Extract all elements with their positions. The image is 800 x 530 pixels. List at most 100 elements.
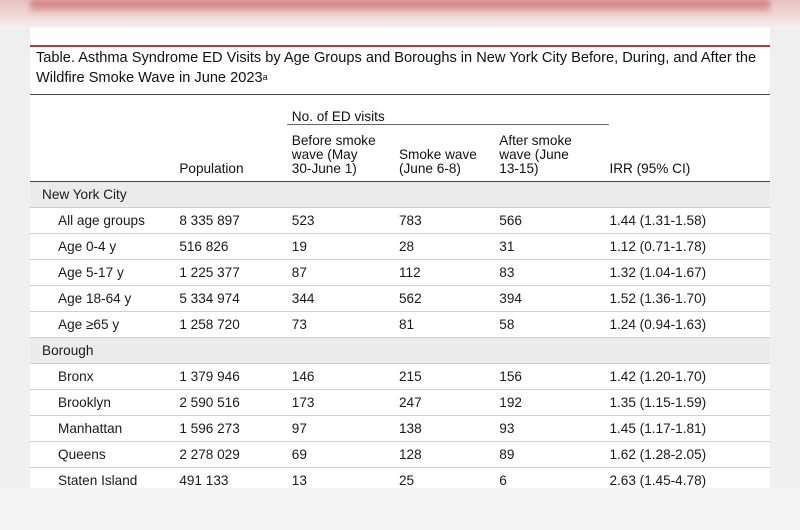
cell-before: 146 [291,369,315,384]
header-population: Population [179,161,244,176]
header-during-line: (June 6-8) [398,161,461,176]
cell-irr: 1.52 (1.36-1.70) [609,291,707,306]
cell-irr: 1.32 (1.04-1.67) [609,265,707,280]
table-row: Age 18-64 y 5 334 974 344 562 394 1.52 (… [30,286,770,312]
caption-footnote-mark: a [262,72,268,82]
row-label: Brooklyn [58,395,111,410]
cell-during: 28 [398,239,415,254]
cell-population: 5 334 974 [179,291,240,306]
cell-irr: 1.12 (0.71-1.78) [609,239,707,254]
section-row: New York City [30,181,770,208]
cell-during: 215 [398,369,422,384]
cell-during: 783 [398,213,422,228]
table-row: Age 5-17 y 1 225 377 87 112 83 1.32 (1.0… [30,260,770,286]
banner-strip [30,0,770,12]
cell-irr: 1.44 (1.31-1.58) [609,213,707,228]
header-label-column [30,125,179,182]
caption-rule [30,45,770,47]
table-container: No. of ED visits Population Before smoke… [30,94,770,494]
cell-during: 138 [398,421,422,436]
row-label: Manhattan [58,421,123,436]
cell-irr: 1.62 (1.28-2.05) [609,447,707,462]
top-banner [0,0,800,28]
header-before-line: 30-June 1) [291,161,357,176]
cell-before: 87 [291,265,307,280]
cell-irr: 1.42 (1.20-1.70) [609,369,707,384]
caption-text: Table. Asthma Syndrome ED Visits by Age … [36,50,757,86]
row-label: Age 5-17 y [58,265,124,280]
cell-irr: 1.35 (1.15-1.59) [609,395,707,410]
header-after: After smoke wave (June 13-15) [499,125,609,182]
row-label: Staten Island [58,473,138,488]
header-before-line: wave (May [291,147,358,162]
bottom-margin [0,488,800,530]
header-blank [179,95,286,125]
cell-population: 491 133 [179,473,229,488]
header-during: Smoke wave (June 6-8) [399,125,499,182]
cell-before: 173 [291,395,315,410]
cell-irr: 1.45 (1.17-1.81) [609,421,707,436]
row-label: Queens [58,447,106,462]
cell-irr: 2.63 (1.45-4.78) [609,473,707,488]
header-blank [609,95,770,125]
section-title: New York City [42,187,127,202]
cell-after: 89 [499,447,515,462]
header-row-group: No. of ED visits [30,94,770,125]
row-label: Age ≥65 y [58,317,120,332]
cell-irr: 1.24 (0.94-1.63) [609,317,707,332]
cell-population: 1 258 720 [179,317,240,332]
table-row: Bronx 1 379 946 146 215 156 1.42 (1.20-1… [30,364,770,390]
cell-during: 562 [398,291,422,306]
cell-after: 394 [499,291,522,306]
header-blank [30,95,179,125]
header-before-line: Before smoke [291,133,376,148]
cell-after: 566 [499,213,522,228]
row-label: Bronx [58,369,94,384]
cell-before: 523 [291,213,315,228]
table-row: Age 0-4 y 516 826 19 28 31 1.12 (0.71-1.… [30,234,770,260]
header-irr: IRR (95% CI) [609,161,691,176]
cell-population: 516 826 [179,239,229,254]
section-row: Borough [30,337,770,364]
cell-before: 69 [291,447,307,462]
cell-during: 128 [398,447,422,462]
header-after-line: After smoke [499,133,572,148]
cell-population: 2 590 516 [179,395,240,410]
document-sheet: Table. Asthma Syndrome ED Visits by Age … [30,28,770,494]
cell-population: 1 379 946 [179,369,240,384]
cell-during: 81 [398,317,415,332]
cell-before: 73 [291,317,307,332]
cell-population: 2 278 029 [179,447,240,462]
row-label: Age 18-64 y [58,291,132,306]
row-label: All age groups [58,213,145,228]
cell-before: 344 [291,291,315,306]
asthma-ed-visits-table: No. of ED visits Population Before smoke… [30,94,770,494]
row-label: Age 0-4 y [58,239,117,254]
cell-after: 58 [499,317,515,332]
section-title: Borough [42,343,94,358]
table-row: All age groups 8 335 897 523 783 566 1.4… [30,208,770,234]
cell-during: 25 [398,473,415,488]
cell-population: 1 596 273 [179,421,240,436]
header-ed-visits-group: No. of ED visits [286,94,610,125]
header-during-line: Smoke wave [398,147,477,162]
header-after-line: 13-15) [499,161,539,176]
table-caption: Table. Asthma Syndrome ED Visits by Age … [36,48,768,88]
cell-before: 13 [291,473,307,488]
table-row: Age ≥65 y 1 258 720 73 81 58 1.24 (0.94-… [30,312,770,338]
cell-before: 19 [291,239,307,254]
cell-after: 192 [499,395,522,410]
header-before: Before smoke wave (May 30-June 1) [287,125,399,182]
table-row: Manhattan 1 596 273 97 138 93 1.45 (1.17… [30,416,770,442]
cell-population: 8 335 897 [179,213,240,228]
cell-after: 83 [499,265,515,280]
header-after-line: wave (June [499,147,569,162]
cell-after: 6 [499,473,507,488]
cell-population: 1 225 377 [179,265,240,280]
header-row-columns: Population Before smoke wave (May 30-June … [30,125,770,182]
cell-during: 247 [398,395,422,410]
cell-before: 97 [291,421,307,436]
cell-after: 156 [499,369,522,384]
cell-during: 112 [398,265,421,280]
table-row: Brooklyn 2 590 516 173 247 192 1.35 (1.1… [30,390,770,416]
